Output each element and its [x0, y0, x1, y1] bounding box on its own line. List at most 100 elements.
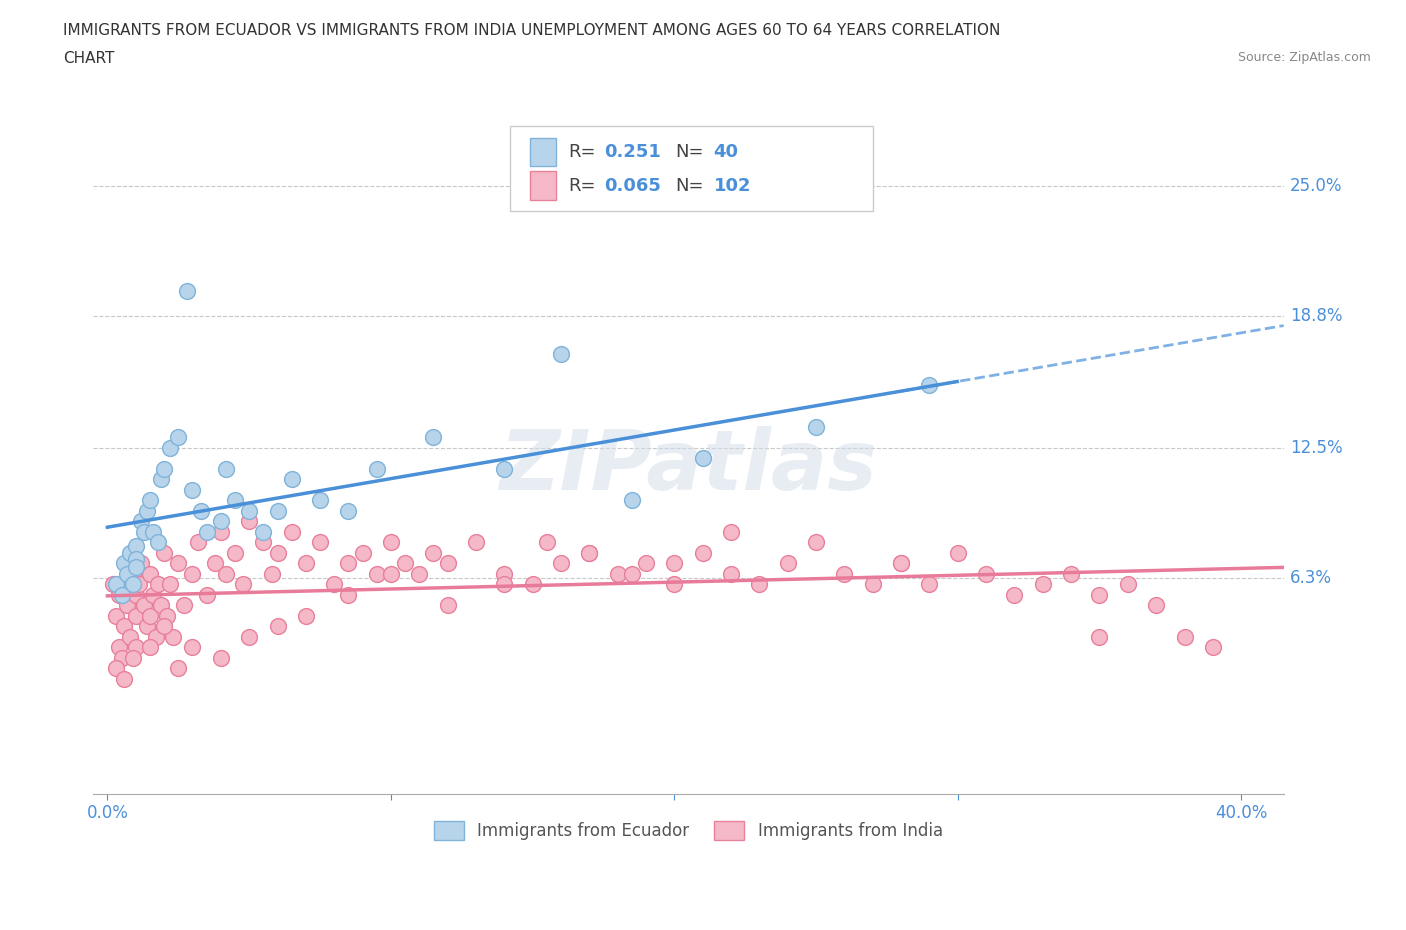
- Point: [153, 461, 176, 476]
- Text: 0.065: 0.065: [605, 177, 661, 194]
- Point: [380, 535, 402, 550]
- Point: [125, 560, 148, 575]
- Text: R=: R=: [568, 143, 596, 161]
- Point: [162, 630, 184, 644]
- Point: [120, 545, 142, 560]
- Point: [1032, 577, 1054, 591]
- Point: [578, 545, 600, 560]
- Point: [120, 630, 142, 644]
- Point: [209, 514, 232, 529]
- Point: [159, 577, 181, 591]
- Point: [125, 587, 148, 602]
- Point: [181, 483, 204, 498]
- Text: ZIPatlas: ZIPatlas: [499, 426, 877, 508]
- Text: N=: N=: [675, 177, 704, 194]
- Point: [148, 535, 170, 550]
- Point: [295, 556, 318, 571]
- Point: [494, 577, 516, 591]
- Point: [280, 525, 302, 539]
- Point: [394, 556, 416, 571]
- Point: [114, 556, 136, 571]
- Point: [215, 461, 238, 476]
- Point: [128, 577, 150, 591]
- Text: 102: 102: [713, 177, 751, 194]
- Point: [181, 640, 204, 655]
- Point: [153, 545, 176, 560]
- Point: [1060, 566, 1083, 581]
- Point: [114, 618, 136, 633]
- Point: [145, 630, 167, 644]
- Point: [1173, 630, 1195, 644]
- Point: [167, 660, 190, 675]
- Point: [748, 577, 770, 591]
- Point: [1088, 587, 1111, 602]
- Point: [142, 587, 165, 602]
- Point: [125, 539, 148, 554]
- Point: [578, 545, 600, 560]
- Point: [142, 525, 165, 539]
- Point: [139, 640, 162, 655]
- Point: [104, 577, 127, 591]
- Point: [209, 650, 232, 665]
- Point: [692, 451, 714, 466]
- Point: [117, 598, 139, 613]
- Point: [804, 419, 827, 434]
- Point: [148, 577, 170, 591]
- Point: [309, 535, 332, 550]
- Point: [232, 577, 254, 591]
- Point: [224, 545, 246, 560]
- Point: [692, 545, 714, 560]
- Point: [107, 640, 129, 655]
- Point: [131, 556, 153, 571]
- Point: [209, 525, 232, 539]
- Point: [181, 566, 204, 581]
- Text: 12.5%: 12.5%: [1289, 439, 1343, 457]
- Point: [110, 577, 132, 591]
- Text: 40: 40: [713, 143, 738, 161]
- Text: 18.8%: 18.8%: [1289, 307, 1343, 325]
- Point: [323, 577, 346, 591]
- Text: Source: ZipAtlas.com: Source: ZipAtlas.com: [1237, 51, 1371, 64]
- Point: [834, 566, 856, 581]
- Point: [352, 545, 374, 560]
- FancyBboxPatch shape: [530, 138, 557, 166]
- Point: [167, 556, 190, 571]
- Point: [125, 640, 148, 655]
- Point: [804, 535, 827, 550]
- Point: [195, 525, 218, 539]
- Point: [536, 535, 558, 550]
- Point: [204, 556, 226, 571]
- Point: [436, 556, 458, 571]
- Point: [494, 566, 516, 581]
- Point: [107, 587, 129, 602]
- Text: 25.0%: 25.0%: [1289, 177, 1343, 195]
- Point: [266, 618, 288, 633]
- Point: [550, 556, 572, 571]
- Point: [890, 556, 912, 571]
- Point: [156, 608, 179, 623]
- Point: [295, 608, 318, 623]
- Point: [122, 566, 145, 581]
- Point: [187, 535, 209, 550]
- Point: [139, 566, 162, 581]
- Point: [422, 430, 444, 445]
- Point: [238, 503, 260, 518]
- Point: [918, 378, 941, 392]
- Point: [190, 503, 212, 518]
- Point: [309, 493, 332, 508]
- Point: [139, 608, 162, 623]
- Text: 0.251: 0.251: [605, 143, 661, 161]
- FancyBboxPatch shape: [530, 171, 557, 200]
- FancyBboxPatch shape: [510, 126, 873, 211]
- Point: [134, 525, 156, 539]
- Point: [173, 598, 195, 613]
- Point: [494, 461, 516, 476]
- Point: [260, 566, 283, 581]
- Point: [634, 556, 657, 571]
- Point: [918, 577, 941, 591]
- Point: [620, 493, 643, 508]
- Point: [464, 535, 486, 550]
- Point: [946, 545, 969, 560]
- Point: [125, 608, 148, 623]
- Point: [215, 566, 238, 581]
